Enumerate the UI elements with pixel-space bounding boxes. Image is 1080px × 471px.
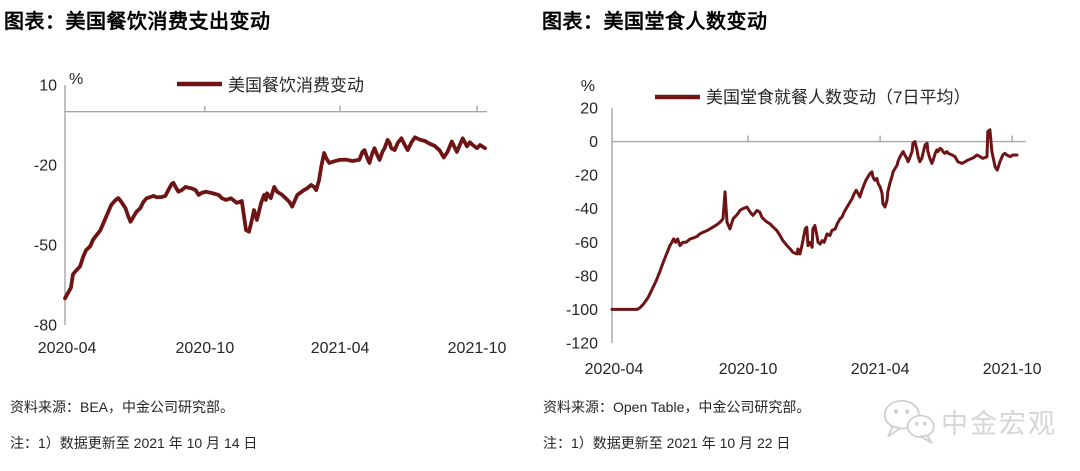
y-axis-unit-label: % bbox=[581, 78, 595, 95]
legend-label: 美国堂食就餐人数变动（7日平均） bbox=[706, 88, 970, 107]
line-chart-restaurant-spending: % 美国餐饮消费变动 10 -20 -50 -80 2020-04 2020-10 2021… bbox=[34, 71, 507, 357]
wechat-icon bbox=[883, 399, 935, 444]
watermark-logo: 中金宏观 bbox=[882, 398, 1057, 444]
source-line: 资料来源：BEA，中金公司研究部。 bbox=[10, 399, 235, 415]
x-tick-label: 2020-04 bbox=[38, 340, 97, 357]
x-tick-label: 2021-04 bbox=[311, 340, 370, 357]
chart-title: 图表：美国餐饮消费支出变动 bbox=[4, 11, 271, 33]
y-tick-label: 0 bbox=[589, 134, 598, 151]
y-tick-label: 20 bbox=[580, 101, 598, 118]
x-tick-label: 2020-10 bbox=[176, 340, 235, 357]
x-tick-label: 2021-10 bbox=[983, 361, 1042, 378]
y-tick-label: -80 bbox=[34, 318, 57, 335]
y-tick-label: -60 bbox=[575, 235, 598, 252]
y-axis-unit-label: % bbox=[69, 71, 83, 88]
y-tick-label: -80 bbox=[575, 268, 598, 285]
y-tick-label: -40 bbox=[575, 201, 598, 218]
y-tick-label: -50 bbox=[34, 238, 57, 255]
y-tick-label: 10 bbox=[39, 78, 57, 95]
note-line: 注：1）数据更新至 2021 年 10 月 22 日 bbox=[543, 435, 791, 451]
x-tick-label: 2020-04 bbox=[585, 361, 644, 378]
note-line: 注：1）数据更新至 2021 年 10 月 14 日 bbox=[10, 435, 258, 451]
data-series-line bbox=[610, 128, 1019, 311]
y-tick-label: -20 bbox=[34, 158, 57, 175]
x-tick-label: 2020-10 bbox=[719, 361, 778, 378]
line-chart-dine-in: % 美国堂食就餐人数变动（7日平均） 20 0 -20 -40 -60 -80 -100 -1… bbox=[566, 78, 1042, 378]
chart-title: 图表：美国堂食人数变动 bbox=[542, 11, 768, 33]
y-tick-label: -20 bbox=[575, 168, 598, 185]
x-tick-label: 2021-04 bbox=[851, 361, 910, 378]
y-tick-label: -100 bbox=[566, 302, 598, 319]
chart-panel-dine-in: 图表：美国堂食人数变动 % 美国堂食就餐人数变动（7日平均） 20 0 -20 -40… bbox=[540, 0, 1080, 471]
chart-panel-restaurant-spending: 图表：美国餐饮消费支出变动 % 美国餐饮消费变动 10 -20 -50 -80 2020… bbox=[4, 11, 507, 451]
source-line: 资料来源：Open Table，中金公司研究部。 bbox=[543, 399, 811, 415]
y-tick-label: -120 bbox=[566, 336, 598, 353]
legend-label: 美国餐饮消费变动 bbox=[228, 76, 364, 95]
x-tick-label: 2021-10 bbox=[448, 340, 507, 357]
watermark-label: 中金宏观 bbox=[941, 408, 1057, 439]
data-series-line bbox=[63, 135, 487, 301]
